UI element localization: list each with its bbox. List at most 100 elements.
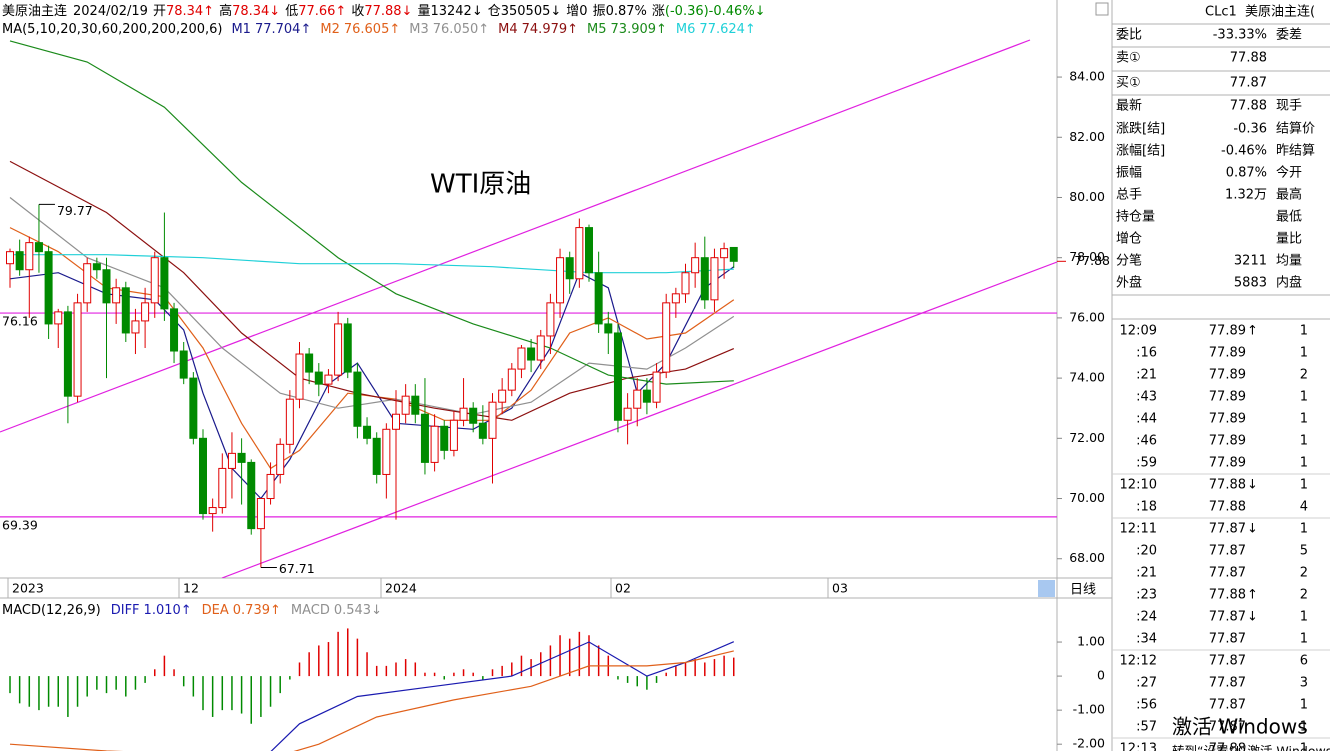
tick-arrow: ↑	[1247, 324, 1258, 339]
tick-price: 77.87	[1209, 566, 1246, 581]
macd-name: DIFF	[111, 603, 140, 618]
watermark: 激活 Windows	[1172, 715, 1308, 739]
tick-volume: 2	[1300, 588, 1308, 603]
tick-volume: 1	[1300, 434, 1308, 449]
candle-body	[623, 407, 632, 421]
row-value: 0.87%	[1226, 166, 1267, 181]
quote-value: 77.66↑	[298, 4, 346, 19]
tick-price: 77.87	[1209, 522, 1246, 537]
tick-time: :27	[1136, 676, 1157, 691]
tick-price: 77.89	[1209, 434, 1246, 449]
row-value: 3211	[1234, 254, 1267, 269]
tick-price: 77.87	[1209, 544, 1246, 559]
tick-time: 12:11	[1120, 522, 1157, 537]
candle-body	[256, 498, 265, 530]
tick-price: 77.87	[1209, 676, 1246, 691]
candle-body	[517, 347, 526, 370]
candle-body	[691, 257, 700, 274]
tick-volume: 2	[1300, 368, 1308, 383]
quote-value: (-0.36)-0.46%↓	[665, 4, 766, 19]
row-label: 最新	[1116, 98, 1142, 114]
panel-button[interactable]	[1095, 2, 1109, 16]
tick-price: 77.88	[1209, 588, 1246, 603]
tick-time: :43	[1136, 390, 1157, 405]
candle-body	[392, 413, 400, 430]
tick-volume: 1	[1300, 456, 1308, 471]
row-label: 总手	[1116, 188, 1142, 203]
tick-price: 77.88	[1209, 478, 1246, 493]
y-tick-label: 84.00	[1069, 69, 1105, 84]
candle-body	[411, 395, 420, 415]
row-label: 振幅	[1116, 166, 1142, 181]
row-label: 买①	[1116, 76, 1141, 91]
tick-price: 77.89	[1209, 456, 1246, 471]
quote-label: 增	[566, 4, 579, 19]
row-label2: 最高	[1276, 187, 1302, 203]
y-tick-label: 78.00	[1069, 249, 1105, 264]
tick-time: :46	[1136, 434, 1157, 449]
candle-body	[179, 350, 188, 379]
ma-value: 73.909↑	[611, 22, 667, 37]
trend-lines	[0, 39, 1057, 578]
candle-body	[160, 257, 169, 310]
time-label: 02	[615, 581, 631, 596]
candle-body	[276, 443, 285, 475]
overlay: 美原油主连 2024/02/19 开78.34↑ 高78.34↓ 低77.66↑ 收77.…	[2, 3, 1330, 751]
tick-price: 77.87	[1209, 610, 1246, 625]
quote-value: 78.34↑	[166, 4, 214, 19]
tick-price: 77.89	[1209, 390, 1246, 405]
candle-body	[121, 287, 130, 334]
time-label: 03	[832, 581, 848, 596]
row-label2: 现手	[1276, 99, 1302, 114]
candle-body	[73, 302, 82, 397]
tick-price: 77.89	[1209, 324, 1246, 339]
candle-body	[488, 401, 497, 439]
tick-time: :18	[1136, 500, 1157, 515]
candle-body	[170, 308, 179, 352]
scroll-button[interactable]	[1038, 580, 1055, 597]
tick-price: 77.89	[1209, 346, 1246, 361]
tick-volume: 1	[1300, 742, 1308, 751]
candle-body	[575, 227, 584, 280]
candle-body	[15, 251, 24, 271]
y-tick-label: 80.00	[1069, 189, 1105, 204]
row-value: -0.46%	[1221, 144, 1267, 159]
price-plot	[0, 40, 1057, 568]
candle-body	[633, 389, 642, 409]
candle-body	[54, 311, 63, 325]
quote-label: 振	[593, 4, 606, 19]
candle-body	[372, 437, 381, 475]
symbol: 美原油主连	[2, 3, 67, 19]
candle-body	[237, 452, 246, 463]
row-label2: 均量	[1276, 254, 1302, 269]
ma-name: M4	[498, 22, 518, 37]
ma-value: 77.624↑	[699, 22, 755, 37]
row-label: 外盘	[1116, 275, 1142, 291]
row-value: 77.88	[1230, 99, 1267, 114]
row-label2: 结算价	[1276, 122, 1315, 137]
tick-volume: 1	[1300, 324, 1308, 339]
candle-body	[305, 353, 314, 373]
chart-title: WTI原油	[430, 170, 531, 200]
candle-body	[662, 302, 671, 373]
candle-body	[585, 227, 593, 274]
y-tick-label: 74.00	[1069, 370, 1105, 385]
tick-volume: 1	[1300, 346, 1308, 361]
candle-body	[83, 263, 92, 304]
y-tick-label: 70.00	[1069, 490, 1105, 505]
candle-body	[700, 257, 709, 301]
ma-line	[10, 254, 734, 274]
candle-body	[594, 272, 603, 325]
candle-body	[527, 347, 536, 361]
tick-volume: 5	[1300, 544, 1308, 559]
tick-volume: 1	[1300, 610, 1308, 625]
row-value: 5883	[1234, 276, 1267, 291]
tick-volume: 1	[1300, 522, 1308, 537]
ma-label: MA(5,10,20,30,60,200,200,200,6)	[2, 22, 222, 37]
annotation-label: 67.71	[279, 561, 315, 576]
quote-code: CLc1	[1205, 5, 1237, 20]
macd-plot	[9, 628, 735, 751]
row-label2: 今开	[1276, 165, 1302, 181]
tick-price: 77.87	[1209, 698, 1246, 713]
ma-name: M3	[409, 22, 429, 37]
